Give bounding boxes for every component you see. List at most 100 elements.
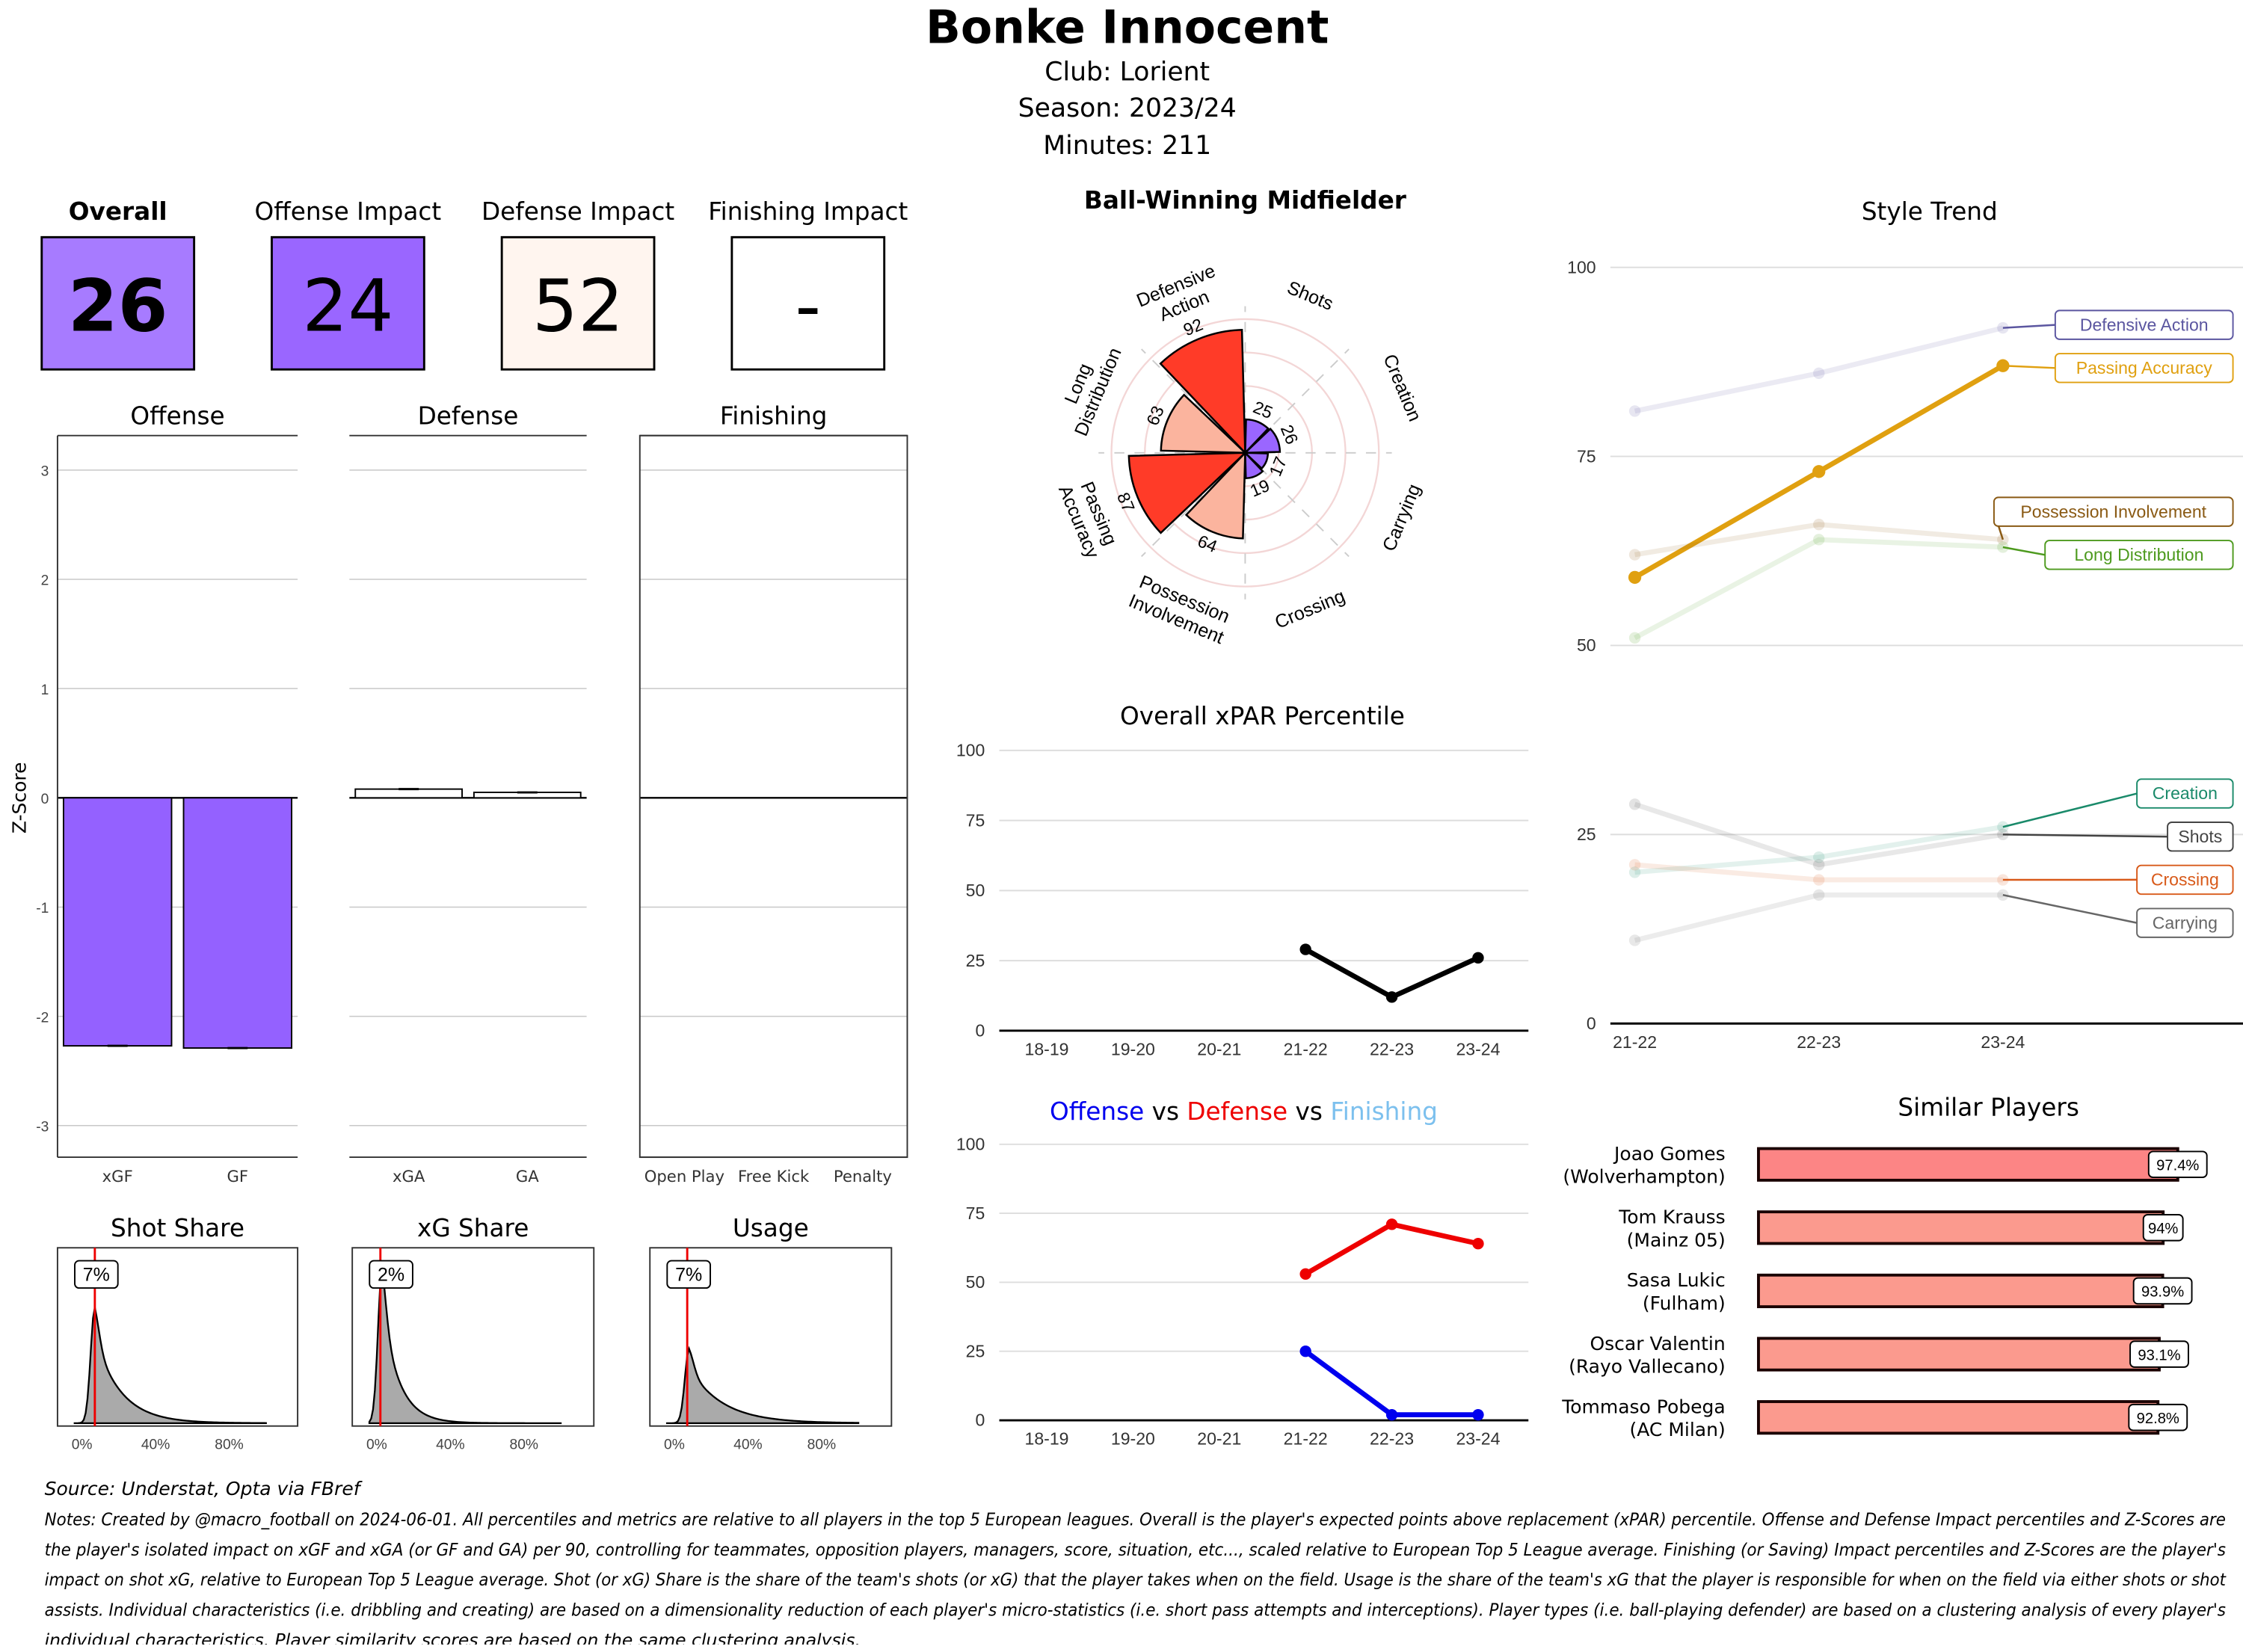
title-part: Defense [1187, 1097, 1287, 1126]
value-label: 7% [83, 1264, 110, 1285]
similarity-bar [1759, 1338, 2159, 1369]
trend-point [1813, 859, 1824, 870]
x-tick-label: 22-23 [1797, 1032, 1841, 1052]
source-text: Source: Understat, Opta via FBref [45, 1478, 363, 1500]
y-axis-label: Z-Score [9, 762, 31, 833]
y-tick-label: 0 [975, 1021, 985, 1041]
polar-title: Ball-Winning Midfielder [1084, 186, 1407, 215]
title-part: Finishing [1330, 1097, 1438, 1126]
y-tick-label: -3 [36, 1119, 49, 1135]
y-tick-label: 25 [966, 951, 985, 970]
trend-point [1629, 549, 1640, 560]
impact-label: Overall [69, 197, 167, 226]
xpar-line [1305, 949, 1478, 997]
player-name-label: Sasa Lukic [1627, 1269, 1726, 1291]
x-tick-label: xGF [102, 1167, 133, 1186]
chart-title: Style Trend [1862, 197, 1998, 226]
similarity-label: 93.1% [2138, 1347, 2180, 1363]
x-tick-label: GA [516, 1167, 539, 1186]
y-tick-label: 75 [966, 1203, 985, 1223]
trend-point [1629, 859, 1640, 870]
player-name-label: Tom Krauss [1618, 1206, 1726, 1228]
similarity-label: 94% [2148, 1221, 2178, 1237]
trend-point [1813, 519, 1824, 530]
polar-value-label: 19 [1247, 475, 1273, 501]
xpar-point [1386, 991, 1397, 1002]
x-tick-label: 18-19 [1025, 1429, 1069, 1449]
offense-line [1305, 1352, 1478, 1415]
player-name-label: (Fulham) [1643, 1292, 1726, 1314]
player-name: Bonke Innocent [926, 1, 1329, 55]
y-tick-label: 100 [1567, 257, 1596, 277]
x-tick-label: 22-23 [1370, 1040, 1414, 1059]
trend-point [1813, 874, 1824, 885]
x-tick-label: GF [227, 1167, 249, 1186]
y-tick-label: 0 [1587, 1014, 1596, 1033]
player-name-label: (Wolverhampton) [1563, 1166, 1725, 1188]
trend-line-Carrying [1635, 895, 2003, 940]
notes: Notes: Created by @macro_football on 202… [45, 1508, 2227, 1645]
polar-value-label: 64 [1195, 531, 1220, 556]
trend-label: Long Distribution [2074, 545, 2203, 564]
similarity-bar [1759, 1212, 2163, 1243]
defense-point [1299, 1269, 1311, 1280]
x-tick-label: 40% [436, 1437, 464, 1452]
trend-label-leader [2003, 895, 2137, 922]
trend-label: Defensive Action [2080, 315, 2209, 334]
y-tick-label: 75 [966, 810, 985, 830]
offense-point [1386, 1409, 1397, 1420]
trend-point [1813, 368, 1824, 379]
x-tick-label: 40% [141, 1437, 170, 1452]
x-tick-label: 19-20 [1111, 1429, 1155, 1449]
chart-title: Overall xPAR Percentile [1120, 702, 1405, 730]
trend-point [1813, 534, 1824, 545]
panel-title: Shot Share [111, 1214, 244, 1242]
trend-line-Long Distribution [1635, 540, 2003, 638]
defense-point [1386, 1218, 1397, 1230]
similarity-bar [1759, 1275, 2163, 1307]
polar-axis-label: Shots [1284, 277, 1336, 315]
trend-label: Creation [2153, 783, 2218, 803]
x-tick-label: 40% [733, 1437, 762, 1452]
impact-value: 52 [532, 264, 624, 348]
season-label: Season: 2023/24 [1018, 93, 1237, 123]
y-tick-label: 100 [956, 1134, 985, 1153]
trend-point [1629, 798, 1640, 810]
y-tick-label: 0 [41, 792, 49, 807]
x-tick-label: 20-21 [1197, 1429, 1241, 1449]
xpar-point [1299, 943, 1311, 955]
trend-point [1629, 632, 1640, 644]
impact-box-3: Finishing Impact- [708, 197, 908, 369]
similarity-label: 92.8% [2137, 1411, 2179, 1427]
x-tick-label: 20-21 [1197, 1040, 1241, 1059]
polar-value-label: 92 [1181, 315, 1206, 340]
bar-xGA [355, 789, 462, 798]
trend-label: Crossing [2151, 870, 2219, 890]
bar-GF [184, 798, 292, 1048]
panel-title: Finishing [720, 401, 828, 430]
impact-label: Offense Impact [255, 197, 442, 226]
defense-point [1472, 1238, 1483, 1249]
polar-value-label: 63 [1142, 403, 1168, 428]
density-curve [75, 1307, 266, 1423]
x-tick-label: 19-20 [1111, 1040, 1155, 1059]
y-tick-label: 0 [975, 1411, 985, 1430]
x-tick-label: Free Kick [738, 1167, 810, 1186]
x-tick-label: 80% [807, 1437, 836, 1452]
y-tick-label: 25 [1577, 825, 1596, 844]
y-tick-label: 75 [1577, 446, 1596, 466]
y-tick-label: 3 [41, 464, 49, 480]
chart-title: Offense vs Defense vs Finishing [1050, 1097, 1438, 1126]
value-label: 7% [675, 1264, 702, 1285]
density-curve [369, 1266, 561, 1423]
